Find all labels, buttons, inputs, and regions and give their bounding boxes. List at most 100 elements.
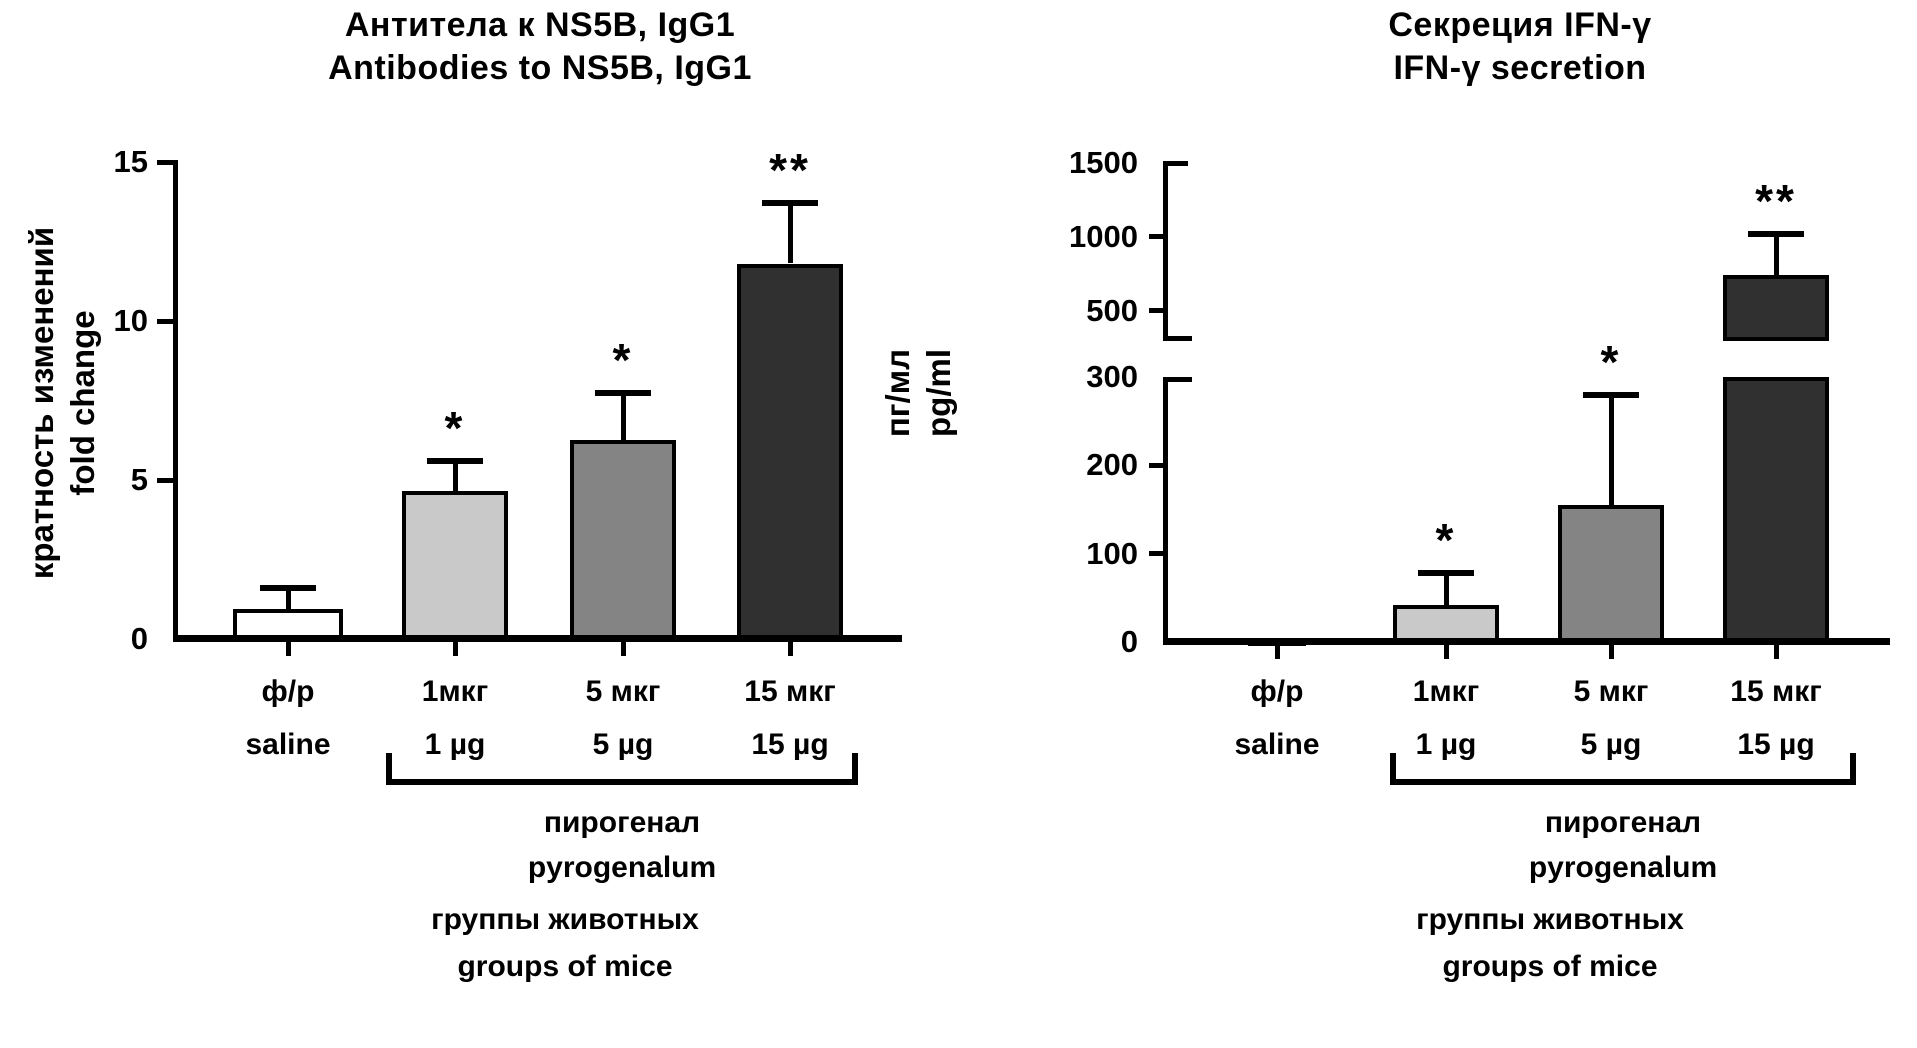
left-error-3-line (788, 203, 793, 263)
left-x-axis (175, 635, 902, 642)
right-y-tick-label-1000: 1000 (1069, 219, 1138, 254)
right-y-tick-500 (1149, 308, 1163, 313)
right-chart-title-ru: Секреция IFN-γ (1388, 6, 1652, 44)
right-y-tick-label-0: 0 (1120, 624, 1138, 659)
right-error-3-cap (1748, 231, 1804, 237)
left-y-tick-10 (157, 319, 173, 324)
right-y-axis-upper-end-serif (1166, 336, 1192, 341)
left-x-tick-3 (788, 642, 793, 656)
left-bar-1 (402, 491, 508, 639)
left-y-axis-label-en: fold change (64, 310, 101, 496)
right-y-tick-1000 (1149, 234, 1163, 239)
right-bar-2 (1558, 505, 1664, 642)
right-y-tick-label-300: 300 (1086, 359, 1138, 394)
right-x-label-ru-1: 1мкг (1412, 675, 1480, 708)
right-bracket-label-ru: пирогенал (1544, 806, 1702, 839)
right-x-axis (1165, 638, 1890, 645)
right-y-axis-lower (1163, 377, 1168, 645)
right-error-1-line (1444, 573, 1449, 605)
right-error-2-cap (1583, 392, 1639, 398)
right-significance-1: * (1435, 514, 1457, 566)
right-x-label-en-0: saline (1234, 728, 1320, 761)
right-y-axis-lower-top-serif (1166, 377, 1192, 382)
right-bar-3-upper (1723, 275, 1829, 341)
left-chart-title-ru: Антитела к NS5B, IgG1 (344, 6, 736, 44)
left-x-label-ru-2: 5 мкг (585, 675, 661, 708)
right-x-label-ru-0: ф/р (1250, 675, 1304, 708)
left-x-label-en-2: 5 µg (592, 728, 654, 761)
right-x-tick-0 (1275, 645, 1280, 659)
right-significance-3: ** (1755, 175, 1797, 227)
right-y-tick-label-100: 100 (1086, 536, 1138, 571)
right-y-axis-upper-top-serif (1166, 161, 1188, 166)
left-bracket-end-right (852, 753, 858, 779)
left-chart-title: Антитела к NS5B, IgG1 Antibodies to NS5B… (190, 4, 890, 90)
left-x-label-en-0: saline (245, 728, 331, 761)
left-error-0-cap (260, 585, 316, 591)
right-x-tick-1 (1444, 645, 1449, 659)
left-chart-title-en: Antibodies to NS5B, IgG1 (328, 49, 752, 87)
right-y-tick-label-500: 500 (1086, 293, 1138, 328)
right-bar-1 (1393, 605, 1499, 642)
right-x-axis-label-ru: группы животных (1416, 903, 1684, 936)
left-x-tick-0 (286, 642, 291, 656)
right-x-label-en-3: 15 µg (1737, 728, 1815, 761)
right-y-axis-label-en: pg/ml (920, 349, 957, 437)
right-y-tick-label-200: 200 (1086, 447, 1138, 482)
right-x-tick-2 (1609, 645, 1614, 659)
left-bracket-line (386, 779, 858, 785)
right-y-axis-label: пг/мл pg/ml (877, 243, 959, 543)
left-x-label-ru-3: 15 мкг (744, 675, 836, 708)
left-y-tick-label-0: 0 (130, 621, 148, 656)
left-x-label-ru-0: ф/р (261, 675, 315, 708)
right-y-tick-200 (1149, 463, 1163, 468)
right-x-label-ru-3: 15 мкг (1730, 675, 1822, 708)
left-x-axis-label-ru: группы животных (431, 903, 699, 936)
left-y-axis-label-ru: кратность изменений (23, 226, 60, 580)
right-bracket-end-left (1390, 753, 1396, 779)
right-x-axis-label-en: groups of mice (1442, 950, 1658, 983)
left-bracket-end-left (386, 753, 392, 779)
right-error-3-line (1774, 234, 1779, 275)
left-bar-3 (737, 264, 843, 639)
left-error-1-cap (427, 458, 483, 464)
left-error-2-line (621, 393, 626, 441)
right-significance-2: * (1600, 336, 1622, 388)
right-y-axis-upper (1163, 161, 1168, 341)
left-y-axis (173, 160, 178, 642)
left-error-3-cap (762, 200, 818, 206)
right-x-tick-3 (1774, 645, 1779, 659)
right-x-label-en-2: 5 µg (1580, 728, 1642, 761)
left-y-tick-label-10: 10 (113, 303, 148, 338)
right-chart-title-en: IFN-γ secretion (1393, 49, 1647, 87)
right-chart-title: Секреция IFN-γ IFN-γ secretion (1170, 4, 1870, 90)
left-error-1-line (453, 461, 458, 491)
right-bracket-label-en: pyrogenalum (1528, 851, 1718, 884)
left-error-0-line (286, 588, 291, 609)
left-bar-2 (570, 440, 676, 639)
right-y-tick-label-1500: 1500 (1069, 145, 1138, 180)
right-bracket-end-right (1850, 753, 1856, 779)
right-x-label-en-1: 1 µg (1415, 728, 1477, 761)
left-significance-3: ** (769, 144, 811, 196)
right-bar-3 (1723, 377, 1829, 642)
left-significance-1: * (444, 402, 466, 454)
left-x-label-ru-1: 1мкг (421, 675, 489, 708)
left-bracket-label-en: pyrogenalum (527, 851, 717, 884)
right-bracket-line (1390, 779, 1856, 785)
right-error-1-cap (1418, 570, 1474, 576)
right-y-axis-label-ru: пг/мл (879, 348, 916, 438)
left-y-tick-label-5: 5 (130, 462, 148, 497)
right-y-tick-100 (1149, 551, 1163, 556)
left-y-tick-15 (157, 160, 173, 165)
left-x-label-en-3: 15 µg (751, 728, 829, 761)
left-y-axis-label: кратность изменений fold change (21, 143, 103, 663)
left-y-tick-5 (157, 478, 173, 483)
left-y-tick-label-15: 15 (113, 144, 148, 179)
left-significance-2: * (612, 334, 634, 386)
left-bracket-label-ru: пирогенал (543, 806, 701, 839)
left-x-axis-label-en: groups of mice (457, 950, 673, 983)
left-error-2-cap (595, 390, 651, 396)
left-x-label-en-1: 1 µg (424, 728, 486, 761)
